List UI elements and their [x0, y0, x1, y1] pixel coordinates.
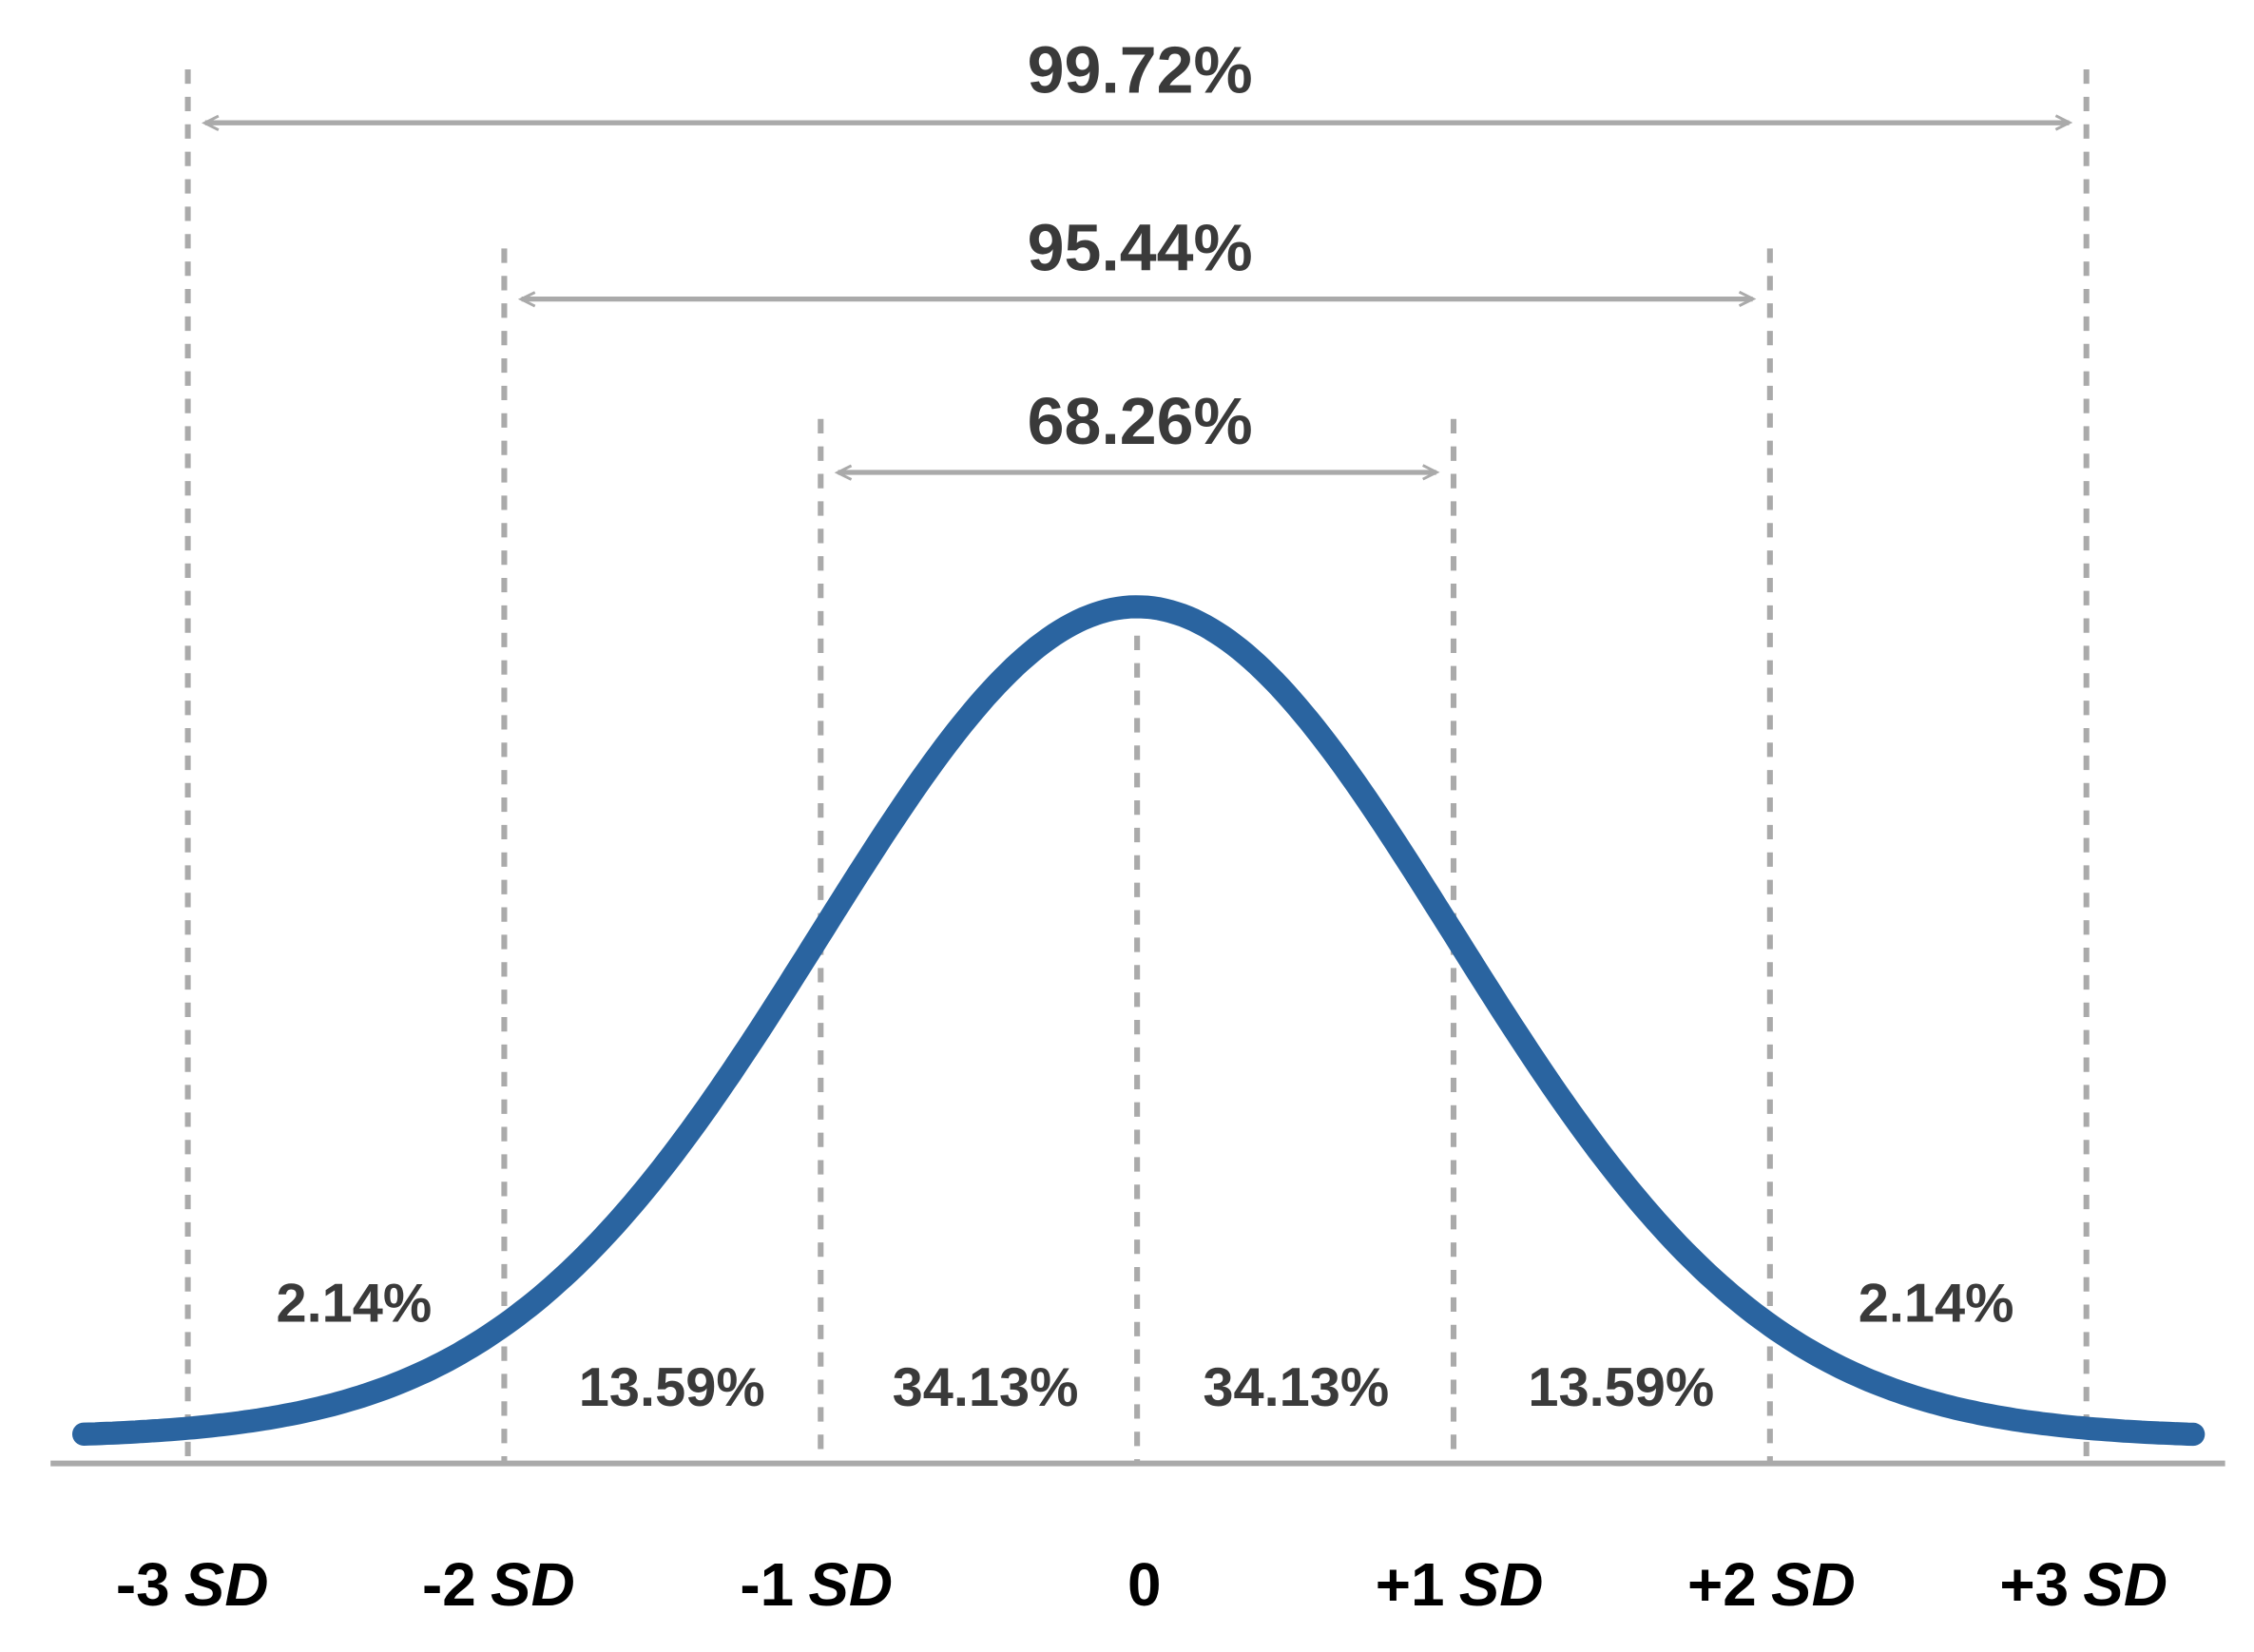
axis-unit: SD: [2083, 1550, 2167, 1619]
axis-unit: SD: [808, 1550, 893, 1619]
axis-unit: SD: [1459, 1550, 1544, 1619]
axis-label: +1 SD: [1376, 1550, 1544, 1619]
segment-label: 13.59%: [1528, 1357, 1714, 1418]
axis-label: -2 SD: [422, 1550, 575, 1619]
axis-label: +3 SD: [1999, 1550, 2167, 1619]
axis-label: +2 SD: [1687, 1550, 1856, 1619]
axis-unit: SD: [491, 1550, 575, 1619]
axis-number: +1: [1376, 1550, 1445, 1619]
axis-number: -3: [116, 1550, 170, 1619]
bell-curve: [71, 595, 2206, 1447]
axis-number: -2: [422, 1550, 476, 1619]
segment-label: 34.13%: [893, 1357, 1079, 1418]
axis-unit: SD: [184, 1550, 269, 1619]
axis-number: -1: [740, 1550, 794, 1619]
axis-number: 0: [1127, 1550, 1162, 1619]
axis-label: -1 SD: [740, 1550, 893, 1619]
segment-label: 2.14%: [1859, 1274, 2014, 1335]
axis-number: +2: [1687, 1550, 1757, 1619]
span-label: 95.44%: [1028, 210, 1253, 284]
axis-number: +3: [1999, 1550, 2069, 1619]
segment-label: 13.59%: [579, 1357, 765, 1418]
span-label: 68.26%: [1028, 384, 1253, 458]
segment-label: 34.13%: [1203, 1357, 1389, 1418]
axis-unit: SD: [1771, 1550, 1856, 1619]
segment-label: 2.14%: [276, 1274, 432, 1335]
axis-label: 0: [1127, 1550, 1162, 1619]
span-label: 99.72%: [1028, 33, 1253, 107]
axis-label: -3 SD: [116, 1550, 269, 1619]
